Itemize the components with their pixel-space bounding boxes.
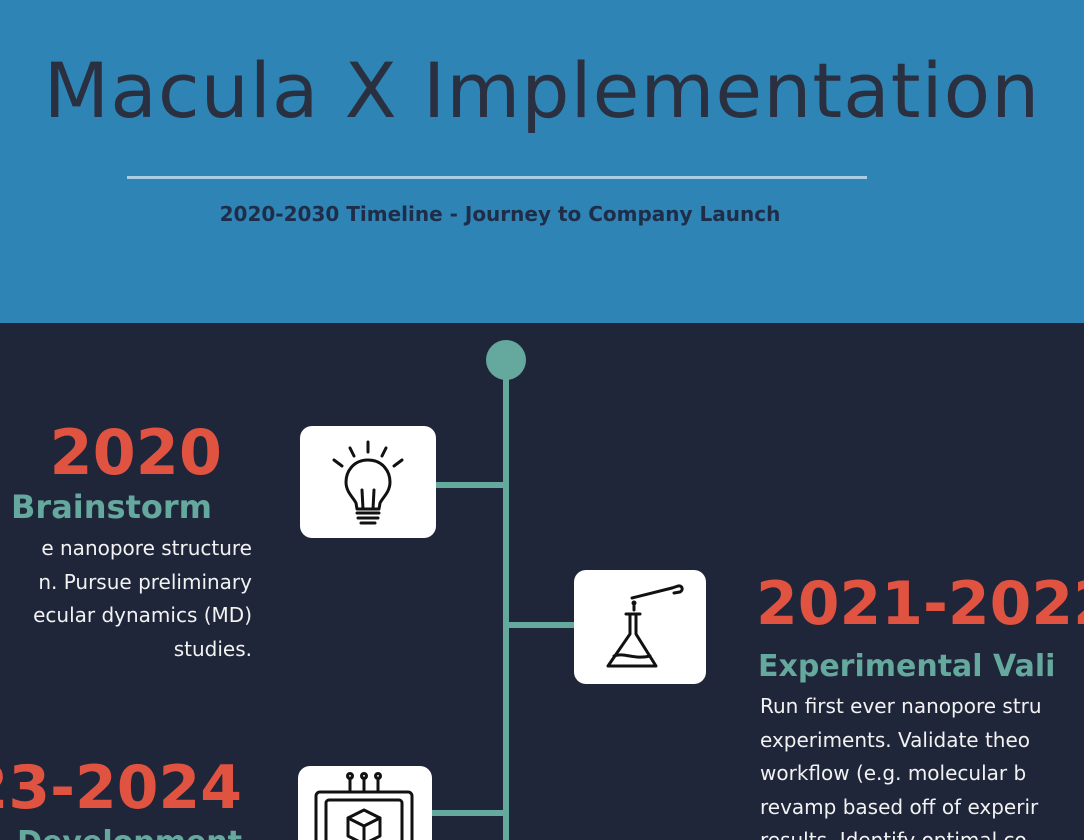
timeline-branch-2023 [430,810,508,816]
milestone-icon-card [574,570,706,684]
description-line: revamp based off of experir [760,794,1039,819]
title-divider [127,176,867,179]
description-line: studies. [173,636,252,661]
description-line: n. Pursue preliminary [38,569,252,594]
milestone-phase: Development [17,824,242,840]
timeline-branch-2020 [434,482,508,488]
description-line: Run first ever nanopore stru [760,694,1042,718]
timeline-branch-2021 [506,622,576,628]
timeline-spine [503,360,509,840]
description-line: experiments. Validate theo [760,727,1031,752]
milestone-phase: Brainstorm [11,488,212,526]
description-line: e nanopore structure [41,536,252,560]
milestone-year: 23-2024 [0,753,242,823]
lightbulb-icon [332,440,404,525]
milestone-description: e nanopore structure n. Pursue prelimina… [33,532,252,666]
description-line: ecular dynamics (MD) [33,603,252,627]
header-banner: Macula X Implementation 2020-2030 Timeli… [0,0,1084,323]
milestone-year: 2020 [49,416,222,489]
chip-cube-icon [314,772,414,840]
page-subtitle: 2020-2030 Timeline - Journey to Company … [219,202,781,226]
timeline-start-dot [486,340,526,380]
page-title: Macula X Implementation [43,46,1041,135]
milestone-phase: Experimental Vali [758,649,1056,684]
milestone-year: 2021-2022 [756,569,1084,639]
flask-dropper-icon [606,584,684,668]
description-line: workflow (e.g. molecular b [760,761,1027,785]
milestone-description: Run first ever nanopore stru experiments… [760,690,1042,840]
description-line: results. Identify optimal co [760,828,1027,840]
milestone-icon-card [300,426,436,538]
milestone-icon-card [298,766,432,840]
